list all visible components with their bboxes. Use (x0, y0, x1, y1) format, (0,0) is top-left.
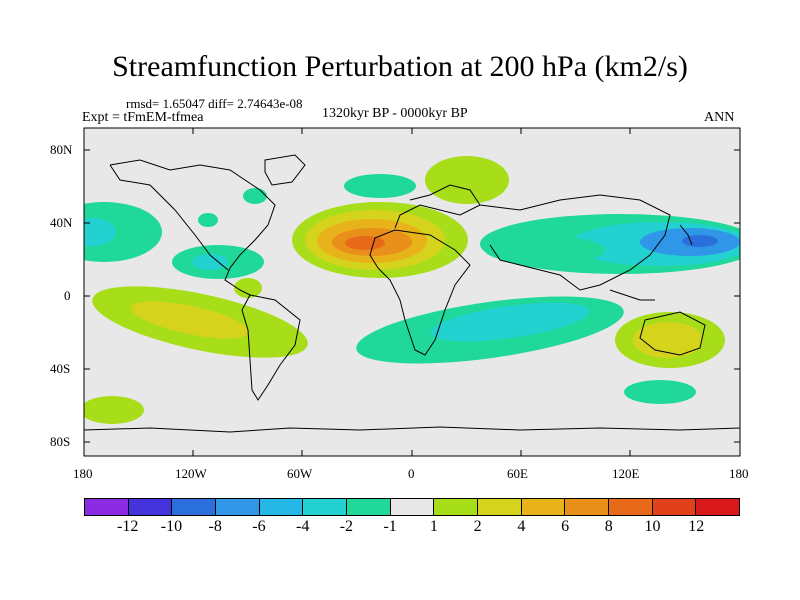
colorbar-label: 8 (604, 518, 613, 535)
lon-label-0: 0 (408, 466, 415, 481)
colorbar-label: 2 (473, 518, 482, 535)
colorbar-label: -1 (383, 518, 397, 535)
axis-ticks (83, 128, 741, 456)
japan-coast (679, 224, 693, 246)
season-label: ANN (704, 110, 735, 125)
antarctica-coast (84, 426, 740, 433)
lat-label-40n: 40N (50, 215, 73, 230)
colorbar-swatch (172, 499, 217, 515)
lat-label-80s: 80S (50, 434, 71, 449)
colorbar-label: -8 (208, 518, 222, 535)
colorbar-label: 10 (644, 518, 661, 535)
colorbar-label: 12 (688, 518, 705, 535)
maritime-islands-coast (609, 289, 655, 301)
australia-positive (615, 312, 725, 368)
colorbar-label: -6 (252, 518, 266, 535)
north-america-coast (109, 159, 276, 296)
southern-pacific-positive (84, 396, 144, 424)
lon-label-60w: 60W (287, 466, 313, 481)
asia-coast (479, 194, 671, 291)
colorbar-swatch (478, 499, 522, 515)
australia-coast (639, 311, 706, 356)
lon-label-120e: 120E (612, 466, 640, 481)
colorbar-swatch (85, 499, 129, 515)
lat-label-0: 0 (64, 288, 71, 303)
north-america-negative (198, 213, 218, 227)
north-atlantic-negative (344, 174, 416, 198)
colorbar-label: 1 (429, 518, 438, 535)
colorbar-swatch (434, 499, 479, 515)
colorbar-swatch (696, 499, 740, 515)
lon-label-180e: 180 (729, 466, 749, 481)
scandinavia-positive (425, 156, 509, 204)
coastlines (84, 154, 740, 433)
anomaly-field (84, 156, 740, 424)
labrador-negative (243, 188, 267, 204)
colorbar-label: 4 (517, 518, 526, 535)
lon-label-120w: 120W (175, 466, 207, 481)
colorbar-swatch (259, 499, 304, 515)
lon-label-180w: 180 (73, 466, 93, 481)
indian-ocean-negative (356, 296, 624, 364)
colorbar-label: -12 (117, 518, 139, 535)
south-america-coast (241, 294, 301, 401)
lat-label-40s: 40S (50, 361, 71, 376)
colorbar-swatch (609, 499, 653, 515)
caribbean-positive (234, 278, 262, 298)
colorbar-swatch (565, 499, 610, 515)
south-pacific-positive-band (92, 286, 308, 358)
colorbar-label: -4 (295, 518, 310, 535)
colorbar-swatch (347, 499, 391, 515)
arabian-sea-negative (485, 236, 605, 264)
page-title: Streamfunction Perturbation at 200 hPa (… (112, 50, 688, 83)
colorbar (84, 498, 740, 516)
colorbar-label: 6 (561, 518, 570, 535)
north-africa-high (292, 202, 468, 278)
stats-text: rmsd= 1.65047 diff= 2.74643e-08 (126, 96, 303, 111)
europe-coast (394, 184, 481, 229)
colorbar-swatch (390, 499, 435, 515)
expt-label: Expt = tFmEM-tfmea (82, 110, 204, 125)
lon-label-60e: 60E (507, 466, 528, 481)
colorbar-swatch (216, 499, 260, 515)
colorbar-swatch (521, 499, 566, 515)
greenland-coast (264, 154, 306, 186)
africa-coast (369, 229, 471, 356)
southern-ocean-negative (624, 380, 696, 404)
north-pacific-west-negative (84, 202, 162, 262)
colorbar-swatch (128, 499, 173, 515)
period-label: 1320kyr BP - 0000kyr BP (322, 106, 468, 121)
colorbar-swatch (652, 499, 697, 515)
colorbar-label: -10 (160, 518, 183, 535)
colorbar-swatch (303, 499, 348, 515)
lat-label-80n: 80N (50, 142, 73, 157)
colorbar-label: -2 (339, 518, 354, 535)
